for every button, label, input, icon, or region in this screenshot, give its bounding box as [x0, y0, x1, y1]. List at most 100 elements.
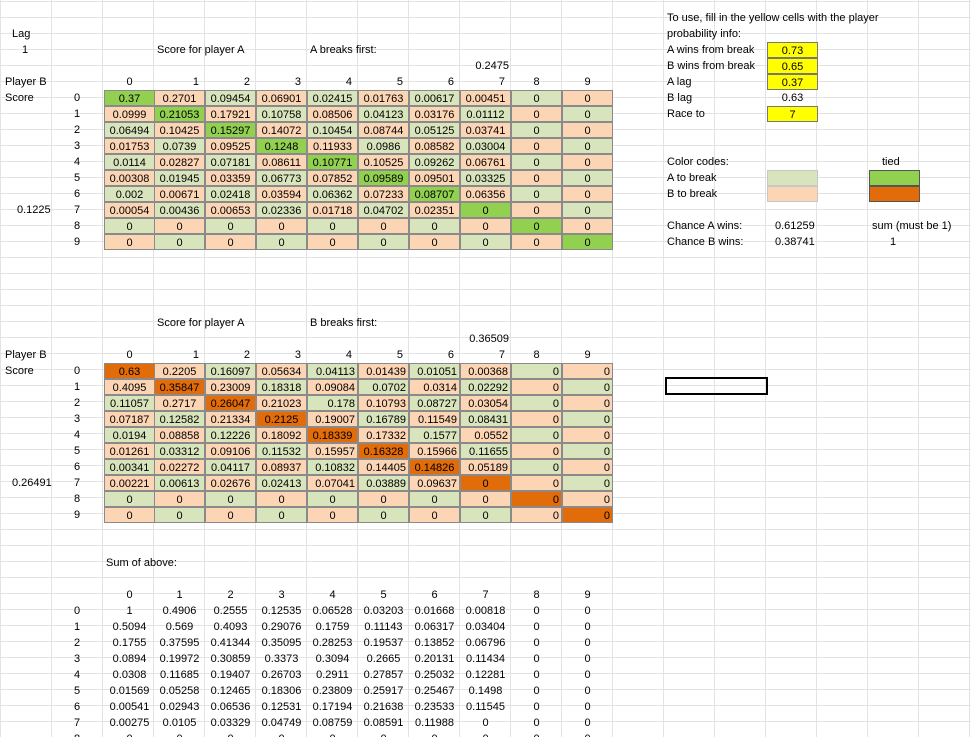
table-cell[interactable]: 0.17332 — [358, 427, 409, 443]
table-cell[interactable]: 0.26047 — [205, 395, 256, 411]
table-cell[interactable]: 0.178 — [307, 395, 358, 411]
table-cell[interactable]: 0.00617 — [409, 90, 460, 106]
table-cell[interactable]: 0.11655 — [460, 443, 511, 459]
table-cell[interactable]: 0.0308 — [112, 669, 147, 681]
table-cell[interactable]: 0.04749 — [261, 717, 302, 729]
table-cell[interactable]: 0.21053 — [154, 106, 205, 122]
table-cell[interactable]: 0 — [256, 491, 307, 507]
table-cell[interactable]: 0.01763 — [358, 90, 409, 106]
table-cell[interactable]: 0.23533 — [414, 701, 455, 713]
table-cell[interactable]: 0.02415 — [307, 90, 358, 106]
table-cell[interactable]: 0 — [533, 669, 540, 681]
table-cell[interactable]: 0.3094 — [315, 653, 350, 665]
table-cell[interactable]: 0.06494 — [104, 122, 155, 138]
table-cell[interactable]: 0.37 — [104, 90, 155, 106]
table-cell[interactable]: 0.63 — [104, 363, 155, 379]
table-cell[interactable]: 0 — [511, 395, 562, 411]
table-cell[interactable]: 0.06356 — [460, 186, 511, 202]
table-cell[interactable]: 0.28253 — [312, 637, 353, 649]
table-cell[interactable]: 0 — [511, 363, 562, 379]
table-cell[interactable]: 0.06901 — [256, 90, 307, 106]
table-cell[interactable]: 0 — [584, 717, 591, 729]
table-cell[interactable]: 0 — [511, 379, 562, 395]
table-cell[interactable]: 0.05634 — [256, 363, 307, 379]
table-cell[interactable]: 0.02292 — [460, 379, 511, 395]
table-cell[interactable]: 0.02272 — [154, 459, 205, 475]
table-cell[interactable]: 0.05125 — [409, 122, 460, 138]
table-cell[interactable]: 0 — [154, 491, 205, 507]
table-cell[interactable]: 0 — [562, 507, 613, 523]
table-cell[interactable]: 0.25032 — [414, 669, 455, 681]
table-cell[interactable]: 0.06528 — [312, 605, 353, 617]
table-cell[interactable]: 0.03329 — [210, 717, 251, 729]
table-cell[interactable]: 0.01112 — [460, 106, 511, 122]
table-cell[interactable]: 0.03176 — [409, 106, 460, 122]
table-cell[interactable]: 0.07181 — [205, 154, 256, 170]
table-cell[interactable]: 0 — [511, 106, 562, 122]
table-cell[interactable]: 0.07852 — [307, 170, 358, 186]
table-cell[interactable]: 0 — [307, 234, 358, 250]
table-cell[interactable]: 0 — [358, 731, 409, 737]
table-cell[interactable]: 0 — [562, 186, 613, 202]
table-cell[interactable]: 0 — [460, 202, 511, 218]
table-cell[interactable]: 0.10425 — [154, 122, 205, 138]
table-cell[interactable]: 0 — [562, 218, 613, 234]
table-cell[interactable]: 0.04702 — [358, 202, 409, 218]
table-cell[interactable]: 0 — [584, 605, 591, 617]
table-cell[interactable]: 0.02943 — [159, 701, 200, 713]
table-cell[interactable]: 0 — [307, 507, 358, 523]
table-cell[interactable]: 0 — [460, 475, 511, 491]
table-cell[interactable]: 0 — [511, 186, 562, 202]
table-cell[interactable]: 0 — [511, 154, 562, 170]
table-cell[interactable]: 0.01569 — [109, 685, 150, 697]
table-cell[interactable]: 0 — [533, 717, 540, 729]
table-cell[interactable]: 0 — [205, 507, 256, 523]
table-cell[interactable]: 0.09106 — [205, 443, 256, 459]
table-cell[interactable]: 0 — [511, 443, 562, 459]
table-cell[interactable]: 0.09084 — [307, 379, 358, 395]
table-cell[interactable]: 0.0999 — [104, 106, 155, 122]
table-cell[interactable]: 0 — [358, 218, 409, 234]
table-cell[interactable]: 0.08506 — [307, 106, 358, 122]
table-cell[interactable]: 0.0986 — [358, 138, 409, 154]
table-cell[interactable]: 0.03741 — [460, 122, 511, 138]
table-cell[interactable]: 0.00436 — [154, 202, 205, 218]
table-cell[interactable]: 0.03404 — [465, 621, 506, 633]
table-cell[interactable]: 0.02827 — [154, 154, 205, 170]
table-cell[interactable]: 0.01753 — [104, 138, 155, 154]
table-cell[interactable]: 0 — [358, 234, 409, 250]
table-cell[interactable]: 0.21334 — [205, 411, 256, 427]
table-cell[interactable]: 0 — [205, 731, 256, 737]
table-cell[interactable]: 0.10525 — [358, 154, 409, 170]
table-cell[interactable]: 0.09454 — [205, 90, 256, 106]
table-cell[interactable]: 0.00818 — [465, 605, 506, 617]
table-cell[interactable]: 0.25467 — [414, 685, 455, 697]
table-cell[interactable]: 0 — [104, 491, 155, 507]
table-cell[interactable]: 0.00221 — [104, 475, 155, 491]
table-cell[interactable]: 0.11057 — [104, 395, 155, 411]
table-cell[interactable]: 0.00541 — [109, 701, 150, 713]
table-cell[interactable]: 0 — [409, 731, 460, 737]
table-cell[interactable]: 0.05189 — [460, 459, 511, 475]
table-cell[interactable]: 0.18339 — [307, 427, 358, 443]
table-cell[interactable]: 0 — [562, 154, 613, 170]
table-cell[interactable]: 0.09262 — [409, 154, 460, 170]
table-cell[interactable]: 0 — [482, 717, 489, 729]
table-cell[interactable]: 0.08582 — [409, 138, 460, 154]
table-cell[interactable]: 0 — [562, 731, 613, 737]
table-cell[interactable]: 0 — [154, 234, 205, 250]
table-cell[interactable]: 0.27857 — [363, 669, 404, 681]
table-cell[interactable]: 0.08707 — [409, 186, 460, 202]
table-cell[interactable]: 0 — [562, 395, 613, 411]
table-cell[interactable]: 0.02413 — [256, 475, 307, 491]
table-cell[interactable]: 0.17194 — [312, 701, 353, 713]
table-cell[interactable]: 0.14826 — [409, 459, 460, 475]
table-cell[interactable]: 0.01051 — [409, 363, 460, 379]
table-cell[interactable]: 0 — [584, 621, 591, 633]
table-cell[interactable]: 0.02676 — [205, 475, 256, 491]
table-cell[interactable]: 0 — [511, 731, 562, 737]
table-cell[interactable]: 0.5094 — [112, 621, 147, 633]
table-cell[interactable]: 0.002 — [104, 186, 155, 202]
table-cell[interactable]: 0 — [562, 459, 613, 475]
table-cell[interactable]: 0.08431 — [460, 411, 511, 427]
